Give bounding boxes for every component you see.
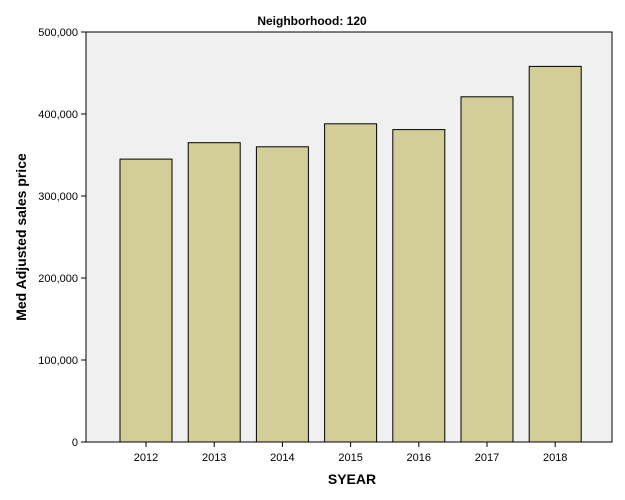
x-tick-label: 2018 xyxy=(543,452,567,464)
bar-2018 xyxy=(528,65,582,443)
bar-2016 xyxy=(392,129,446,443)
x-axis: 2012 2013 2014 2015 2016 2017 2018 xyxy=(134,442,567,464)
chart-title: Neighborhood: 120 xyxy=(257,14,367,28)
y-tick-label: 400,000 xyxy=(38,109,78,121)
y-tick-label: 200,000 xyxy=(38,273,78,285)
bar-2013 xyxy=(187,142,241,443)
bar-series xyxy=(119,65,582,443)
bar-2017 xyxy=(460,96,514,443)
y-axis: 0 100,000 200,000 300,000 400,000 500,000 xyxy=(38,27,86,449)
x-tick-label: 2014 xyxy=(270,452,294,464)
bar-2014 xyxy=(255,146,309,443)
y-tick-label: 500,000 xyxy=(38,27,78,39)
bar-2012 xyxy=(119,158,173,443)
x-tick-label: 2012 xyxy=(134,452,158,464)
y-axis-label: Med Adjusted sales price xyxy=(13,153,29,321)
y-tick-label: 0 xyxy=(72,437,78,449)
y-tick-label: 100,000 xyxy=(38,355,78,367)
x-tick-label: 2015 xyxy=(338,452,362,464)
bar-2015 xyxy=(324,123,378,443)
x-axis-label: SYEAR xyxy=(328,471,376,487)
y-tick-label: 300,000 xyxy=(38,191,78,203)
x-tick-label: 2016 xyxy=(407,452,431,464)
x-tick-label: 2017 xyxy=(475,452,499,464)
x-tick-label: 2013 xyxy=(202,452,226,464)
